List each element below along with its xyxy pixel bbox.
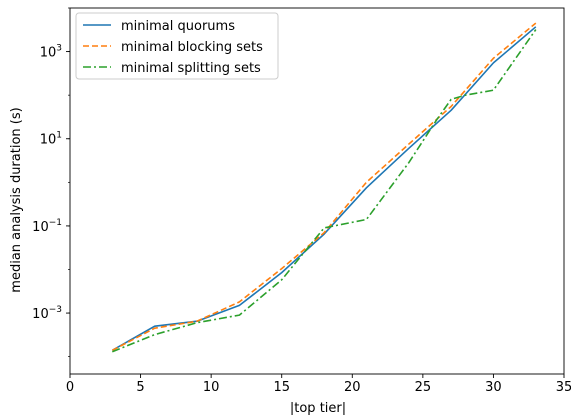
series-line-3 — [112, 29, 537, 353]
axes: 0 5 10 15 20 25 30 35 10−3 10−1 101 103 — [32, 7, 571, 395]
x-axis-label: |top tier| — [290, 401, 346, 415]
axes-frame — [69, 7, 565, 375]
x-tick-label: 20 — [344, 380, 361, 395]
x-tick-label: 15 — [273, 380, 290, 395]
legend: minimal quorums minimal blocking sets mini… — [75, 12, 279, 80]
y-axis-label: median analysis duration (s) — [9, 107, 24, 292]
x-tick-label: 30 — [485, 380, 502, 395]
x-tick-label: 5 — [136, 380, 144, 395]
x-tick-label: 0 — [66, 380, 74, 395]
legend-label-3: minimal splitting sets — [121, 61, 261, 76]
series-line-2 — [111, 22, 537, 352]
y-tick-label: 10−3 — [32, 305, 62, 322]
x-tick-label: 10 — [203, 380, 220, 395]
y-tick-label: 10−1 — [32, 218, 62, 235]
legend-label-1: minimal quorums — [121, 19, 235, 34]
x-tick-label: 25 — [415, 380, 432, 395]
y-tick-label: 103 — [40, 44, 62, 61]
y-tick-label: 101 — [40, 131, 62, 148]
plot-area — [111, 22, 537, 353]
x-tick-label: 35 — [556, 380, 571, 395]
legend-box — [75, 12, 279, 80]
legend-label-2: minimal blocking sets — [121, 40, 263, 55]
